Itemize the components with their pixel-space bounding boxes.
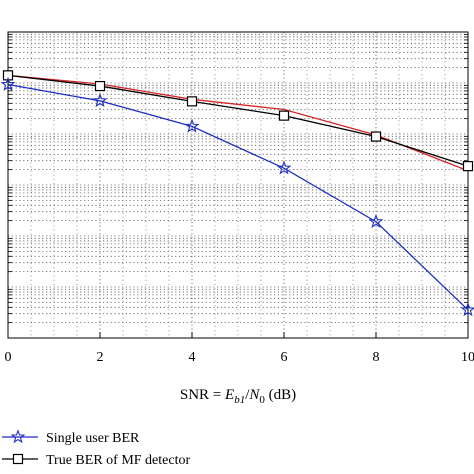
plot-grid: [8, 32, 468, 339]
square-marker: [94, 80, 106, 92]
square-marker: [12, 453, 24, 465]
series-2: [0, 76, 474, 317]
star-marker: [460, 302, 474, 317]
x-tick-label: 2: [97, 350, 104, 365]
plot-frame: [7, 31, 469, 339]
series-layer: [0, 70, 474, 317]
series-line: [7, 74, 469, 167]
legend-label: Single user BER: [46, 431, 140, 446]
star-marker: [184, 118, 200, 133]
x-tick-label: 10: [461, 350, 474, 365]
x-axis-label: SNR = Eb1/N0 (dB): [180, 387, 296, 406]
legend: Single user BER True BER of MF detector: [2, 429, 190, 468]
star-marker: [368, 213, 384, 229]
x-tick-label: 0: [5, 350, 12, 365]
legend-entry: Single user BER: [2, 429, 140, 446]
series-line: [7, 83, 469, 311]
square-marker: [462, 161, 474, 172]
x-tick-label: 8: [373, 350, 380, 365]
x-tick-label: 4: [189, 350, 196, 365]
x-tick-label: 6: [281, 350, 288, 365]
star-marker: [92, 93, 108, 108]
legend-label: True BER of MF detector: [46, 453, 190, 468]
star-marker: [276, 160, 292, 175]
square-marker: [278, 110, 290, 121]
series-line: [7, 74, 469, 172]
square-marker: [370, 131, 382, 142]
series-0: [7, 74, 469, 172]
star-marker: [10, 429, 26, 444]
x-axis-ticks: 0 2 4 6 8 10: [5, 332, 474, 365]
legend-entry: True BER of MF detector: [2, 453, 190, 468]
star-marker: [0, 76, 16, 91]
square-marker: [186, 96, 198, 107]
